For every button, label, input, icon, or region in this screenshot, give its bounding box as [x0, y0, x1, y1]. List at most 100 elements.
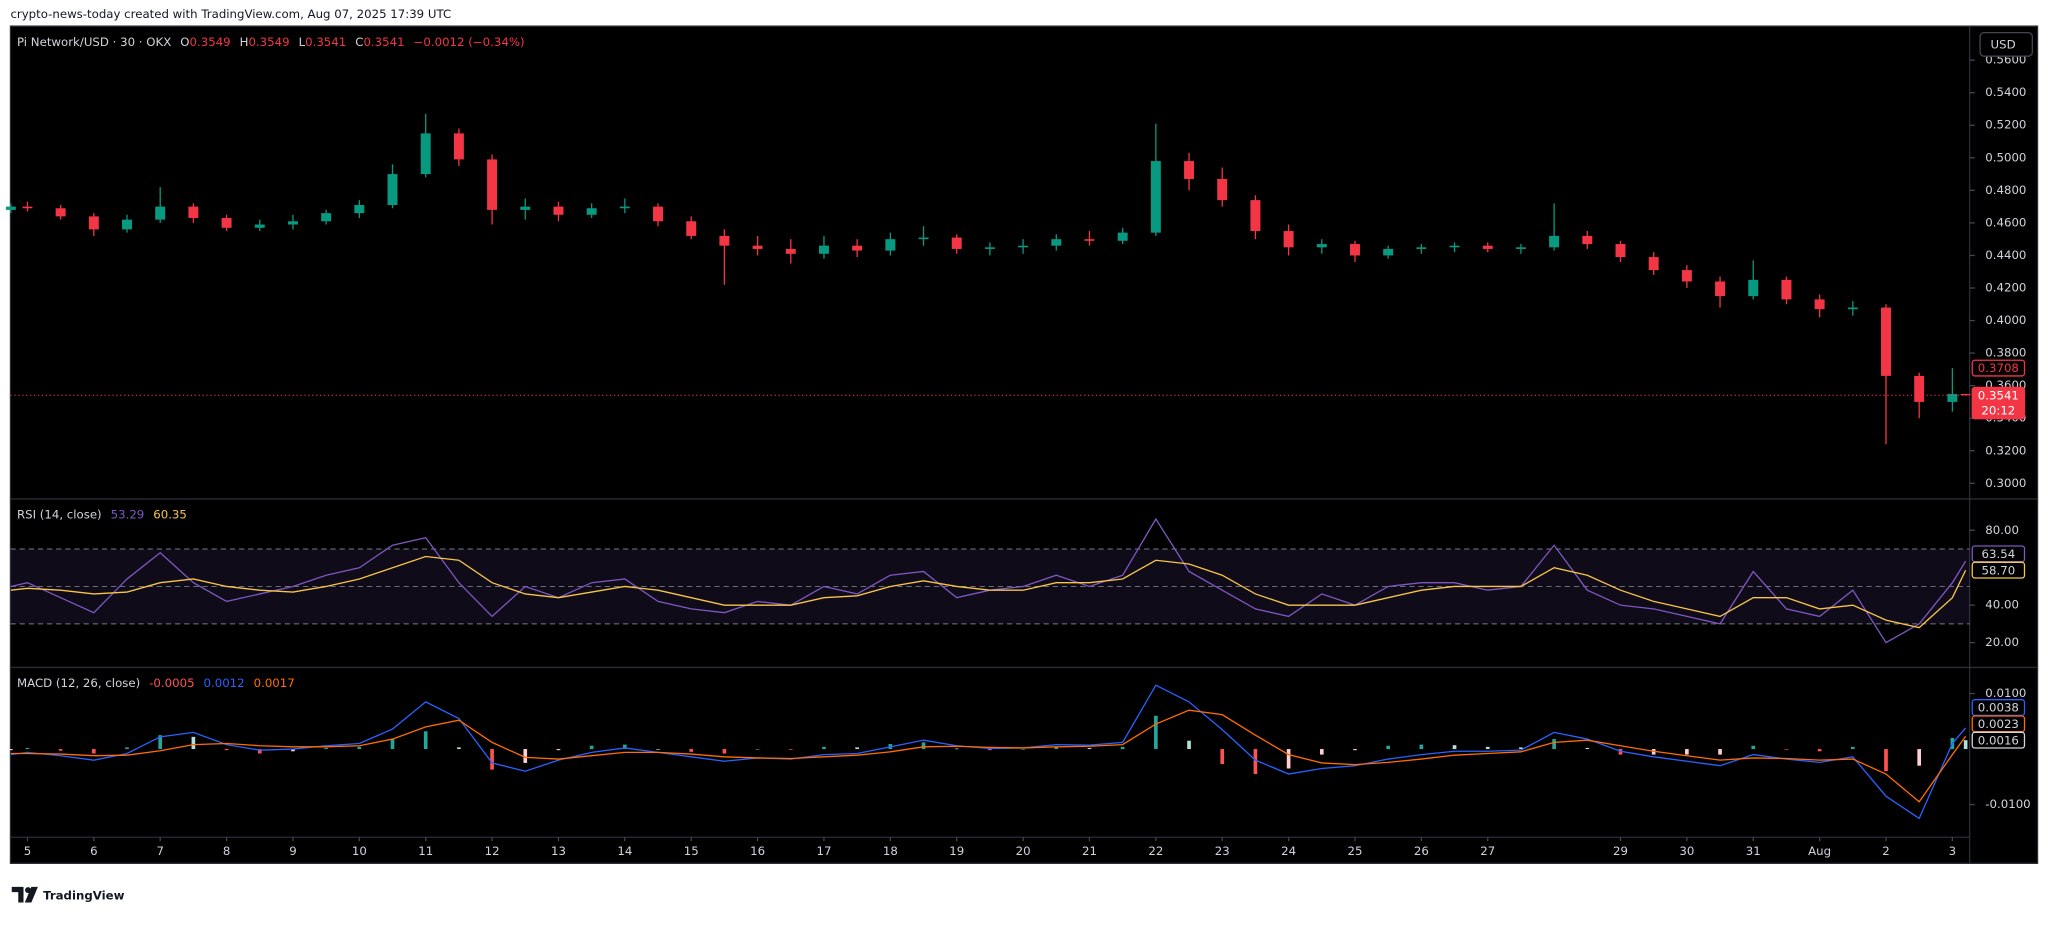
macd-histogram-bar: [1917, 749, 1922, 766]
macd-histogram-bar: [523, 749, 528, 763]
macd-histogram-bar: [1685, 749, 1689, 755]
candle-body: [1416, 247, 1427, 249]
x-tick-label: 15: [684, 844, 699, 858]
macd-line: [10, 684, 1967, 820]
x-tick-label: 7: [156, 844, 163, 858]
x-tick-label: 17: [816, 844, 831, 858]
macd-histogram-bar: [1718, 749, 1722, 755]
candle-body: [1117, 232, 1128, 241]
macd-line: [10, 709, 1967, 803]
candle-body: [1814, 299, 1825, 310]
macd-histogram-bar: [1519, 747, 1523, 750]
candle-body: [1549, 235, 1560, 248]
candle-body: [1947, 393, 1958, 402]
candle-body: [686, 221, 697, 236]
x-tick-label: 6: [90, 844, 97, 858]
macd-histogram-bar: [1319, 749, 1324, 755]
currency-button[interactable]: [1979, 32, 2033, 57]
macd-histogram-bar: [1485, 746, 1490, 750]
candle-body: [321, 213, 332, 222]
y-tick-label: 0.5000: [1985, 150, 2026, 164]
macd-histogram-bar: [191, 736, 196, 750]
axes: 0.56000.54000.52000.50000.48000.46000.44…: [24, 53, 2031, 858]
rsi-line: [10, 555, 1967, 629]
macd-histogram-bar: [324, 747, 328, 750]
legend-key: C: [355, 34, 363, 48]
macd-histogram-bar: [158, 735, 163, 750]
candle-body: [752, 245, 763, 249]
x-tick-label: 21: [1082, 844, 1097, 858]
candle-body: [487, 159, 498, 210]
y-tick-label: 0.5200: [1985, 118, 2026, 132]
candle-body: [785, 248, 796, 254]
macd-histogram-bar: [1021, 749, 1025, 750]
y-tick-label: 0.5400: [1985, 85, 2026, 99]
x-tick-label: 31: [1746, 844, 1761, 858]
credit: crypto-news-today created with TradingVi…: [10, 7, 451, 21]
price-legend: Pi Network/USD · 30 · OKX O0.3549 H0.354…: [17, 34, 525, 48]
y-tick-label: 0.0100: [1985, 686, 2026, 700]
x-tick-label: 13: [551, 844, 566, 858]
legend-change: −0.0012 (−0.34%): [414, 34, 525, 48]
candle-body: [818, 245, 829, 254]
y-tick-label: 40.00: [1985, 598, 2019, 612]
candle-body: [1449, 245, 1460, 248]
macd-histogram-bar: [357, 746, 362, 750]
macd-histogram-bar: [291, 749, 295, 752]
chart-background: [9, 25, 2039, 865]
x-tick-label: 14: [617, 844, 632, 858]
macd-legend: MACD (12, 26, close) -0.0005 0.0012 0.00…: [17, 676, 295, 690]
candle-body: [5, 206, 16, 210]
x-tick-label: 16: [750, 844, 765, 858]
macd-histogram-bar: [1784, 749, 1789, 750]
candle-body: [155, 206, 166, 220]
currency-label: USD: [1991, 38, 2016, 52]
legend-key: H: [240, 34, 249, 48]
macd-histogram-bar: [755, 749, 760, 750]
marks: [5, 113, 1971, 820]
macd-histogram-bar: [125, 747, 129, 750]
x-tick-label: 24: [1281, 844, 1296, 858]
legend-value: 0.3549: [190, 34, 231, 48]
candle-body: [520, 206, 531, 210]
macd-histogram-bar: [1963, 740, 1968, 750]
macd-histogram-bar: [1386, 745, 1390, 750]
x-tick-label: 19: [949, 844, 964, 858]
macd-histogram-bar: [1884, 749, 1888, 772]
candle-body: [1914, 375, 1925, 402]
x-tick-label: 30: [1679, 844, 1694, 858]
y-tick-label: 0.4400: [1985, 248, 2026, 262]
macd-histogram-bar: [1187, 740, 1191, 750]
candle-body: [1184, 161, 1195, 179]
macd-histogram-bar: [1452, 745, 1457, 750]
x-tick-label: 23: [1215, 844, 1230, 858]
macd-histogram-bar: [656, 749, 660, 750]
macd-histogram-bar: [589, 745, 594, 750]
candle-body: [1681, 270, 1692, 282]
candle-body: [1250, 200, 1261, 232]
candle-body: [653, 206, 664, 222]
candle-body: [1350, 244, 1360, 256]
x-tick-label: 20: [1016, 844, 1031, 858]
candle-body: [1715, 281, 1726, 297]
macd-histogram-bar: [1585, 747, 1590, 750]
value-badge: [1971, 731, 2026, 749]
candle-body: [619, 206, 630, 209]
candle-body: [553, 206, 564, 215]
macd-histogram-bar: [58, 749, 63, 751]
candle-body: [254, 224, 265, 228]
candle-body: [918, 237, 929, 240]
value-badge-label: 0.0016: [1978, 733, 2019, 747]
macd-histogram-bar: [9, 749, 13, 751]
legend-value: 53.29: [111, 507, 145, 521]
macd-histogram-bar: [91, 749, 96, 754]
candle-body: [852, 245, 863, 251]
macd-histogram-bar: [390, 739, 395, 750]
y-tick-label: -0.0100: [1985, 797, 2030, 811]
macd-histogram-bar: [722, 749, 727, 754]
legend-value: 0.0012: [204, 676, 245, 690]
candle-body: [88, 216, 99, 230]
candle-body: [1482, 245, 1493, 249]
macd-histogram-bar: [1120, 746, 1125, 750]
y-tick-label: 20.00: [1985, 635, 2019, 649]
